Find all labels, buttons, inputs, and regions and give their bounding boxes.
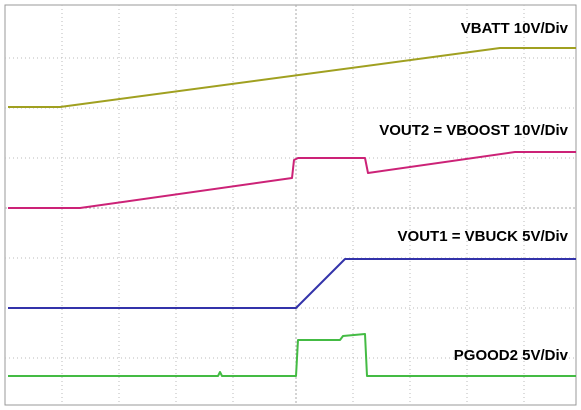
- grid: [5, 5, 576, 405]
- trace-label: VOUT1 = VBUCK 5V/Div: [398, 228, 569, 245]
- vout1-trace: [8, 258, 576, 309]
- screen-border: [4, 4, 577, 406]
- trace-label: VOUT2 = VBOOST 10V/Div: [379, 122, 568, 139]
- trace-label: VBATT 10V/Div: [461, 20, 569, 37]
- vout2-trace: [8, 151, 576, 209]
- trace-label: PGOOD2 5V/Div: [454, 347, 569, 364]
- vbatt-trace: [8, 47, 576, 108]
- pgood2-trace: [8, 333, 576, 377]
